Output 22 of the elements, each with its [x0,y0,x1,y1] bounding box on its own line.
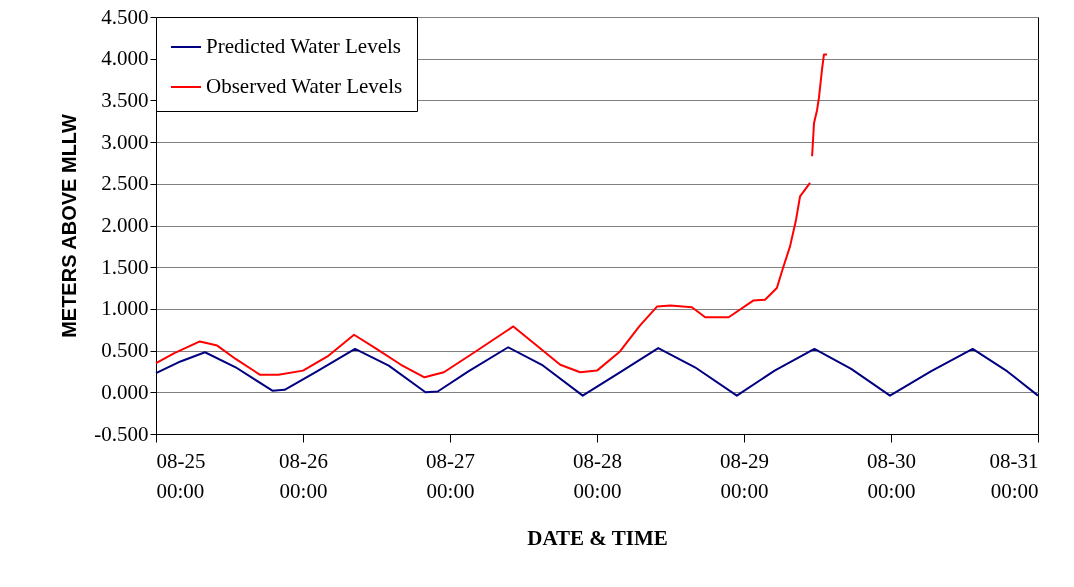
x-tick-label: 08-28 00:00 [573,448,622,503]
legend-label: Observed Water Levels [206,74,403,98]
x-tick-label: 08-31 00:00 [989,448,1039,503]
y-axis-title: METERS ABOVE MLLW [58,114,81,338]
y-tick-label: 3.000 [101,129,149,154]
x-axis-title: DATE & TIME [527,525,668,550]
y-tick-label: 1.000 [101,296,149,321]
y-tick-label: 0.500 [101,338,149,363]
y-tick-label: 1.500 [101,254,149,279]
x-tick-label: 08-26 00:00 [279,448,328,503]
y-tick-label: 3.500 [101,87,149,112]
y-tick-label: 2.500 [101,171,149,196]
x-tick-label: 08-30 00:00 [867,448,916,503]
legend-label: Predicted Water Levels [206,34,402,58]
y-tick-label: 0.000 [101,379,149,404]
y-tick-label: -0.500 [94,421,149,446]
x-tick-label: 08-29 00:00 [720,448,769,503]
y-tick-label: 2.000 [101,213,149,237]
y-tick-label: 4.000 [101,46,149,71]
x-tick-label: 08-25 00:00 [156,448,206,503]
y-tick-label: 4.500 [101,4,149,29]
x-tick-label: 08-27 00:00 [426,448,475,503]
